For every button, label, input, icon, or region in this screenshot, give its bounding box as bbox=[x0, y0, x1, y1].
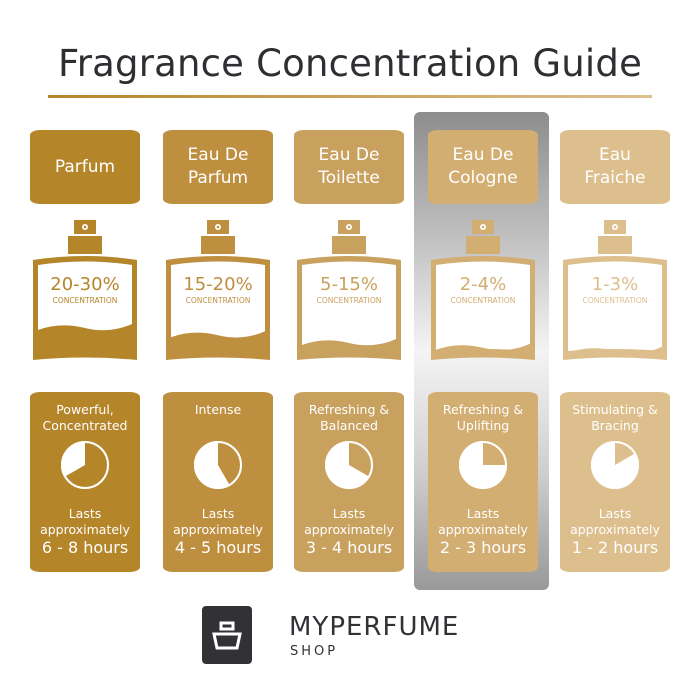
liquid-level bbox=[436, 343, 530, 351]
perfume-bottle-icon: 1-3% CONCENTRATION bbox=[563, 220, 667, 360]
brand-logo-icon bbox=[202, 606, 252, 664]
perfume-bottle-icon: 15-20% CONCENTRATION bbox=[166, 220, 270, 360]
lasts-line: Lasts bbox=[598, 506, 632, 521]
description-line: Refreshing & bbox=[308, 402, 390, 417]
duration-wedge bbox=[64, 441, 110, 489]
longevity-card: Intense Lasts approximately 4 - 5 hours bbox=[163, 392, 273, 572]
page-title: Fragrance Concentration Guide bbox=[57, 42, 643, 85]
lasts-line: approximately bbox=[570, 522, 660, 537]
concentration-percent: 15-20% bbox=[183, 274, 252, 295]
perfume-bottle-icon: 2-4% CONCENTRATION bbox=[431, 220, 535, 360]
type-name-line: Cologne bbox=[448, 168, 518, 188]
type-name-line: Eau De bbox=[318, 145, 380, 165]
liquid-level bbox=[302, 339, 396, 351]
longevity-card: Refreshing & Uplifting Lasts approximately… bbox=[428, 392, 538, 572]
liquid-level bbox=[568, 346, 662, 354]
clock-pie-icon bbox=[459, 441, 507, 489]
description-line: Bracing bbox=[591, 418, 639, 433]
description: Powerful, Concentrated bbox=[30, 402, 140, 434]
lasts-line: Lasts bbox=[466, 506, 500, 521]
type-name-line: Parfum bbox=[54, 156, 116, 177]
duration-hours: 3 - 4 hours bbox=[305, 538, 393, 557]
description-line: Uplifting bbox=[456, 418, 510, 433]
liquid-level bbox=[171, 331, 265, 351]
type-name-line: Eau bbox=[599, 145, 631, 165]
description: Stimulating & Bracing bbox=[560, 402, 670, 434]
type-header: Eau Fraiche bbox=[560, 130, 670, 204]
lasts-label: Lasts approximately bbox=[163, 506, 273, 538]
description-line: Balanced bbox=[320, 418, 378, 433]
perfume-bottle-icon: 5-15% CONCENTRATION bbox=[297, 220, 401, 360]
clock-pie-icon bbox=[325, 441, 373, 489]
duration-hours: 6 - 8 hours bbox=[41, 538, 129, 557]
type-header: Parfum bbox=[30, 130, 140, 204]
title-underline bbox=[48, 95, 652, 98]
liquid-level bbox=[38, 324, 132, 351]
description-line: Refreshing & bbox=[442, 402, 524, 417]
description-line: Stimulating & bbox=[572, 402, 658, 417]
lasts-line: Lasts bbox=[201, 506, 235, 521]
lasts-line: Lasts bbox=[332, 506, 366, 521]
brand-name: MYPERFUME bbox=[289, 612, 460, 642]
type-name-line: Eau De bbox=[452, 145, 514, 165]
longevity-card: Powerful, Concentrated Lasts approximately… bbox=[30, 392, 140, 572]
lasts-label: Lasts approximately bbox=[30, 506, 140, 538]
lasts-line: approximately bbox=[438, 522, 528, 537]
perfume-bottle-icon: 20-30% CONCENTRATION bbox=[33, 220, 137, 360]
lasts-line: approximately bbox=[40, 522, 130, 537]
clock-pie-icon bbox=[591, 441, 639, 489]
type-name-line: Fraiche bbox=[584, 168, 646, 188]
concentration-label: CONCENTRATION bbox=[451, 296, 516, 305]
description-line: Concentrated bbox=[42, 418, 128, 433]
duration-wedge bbox=[483, 441, 507, 465]
description: Refreshing & Uplifting bbox=[428, 402, 538, 434]
type-header: Eau De Toilette bbox=[294, 130, 404, 204]
type-name-line: Eau De bbox=[187, 145, 249, 165]
lasts-label: Lasts approximately bbox=[560, 506, 670, 538]
lasts-label: Lasts approximately bbox=[294, 506, 404, 538]
duration-hours: 2 - 3 hours bbox=[439, 538, 527, 557]
concentration-percent: 5-15% bbox=[320, 274, 378, 295]
concentration-label: CONCENTRATION bbox=[583, 296, 648, 305]
longevity-card: Refreshing & Balanced Lasts approximately … bbox=[294, 392, 404, 572]
concentration-percent: 20-30% bbox=[50, 274, 119, 295]
concentration-label: CONCENTRATION bbox=[53, 296, 118, 305]
lasts-label: Lasts approximately bbox=[428, 506, 538, 538]
duration-hours: 4 - 5 hours bbox=[174, 538, 262, 557]
lasts-line: approximately bbox=[173, 522, 263, 537]
longevity-card: Stimulating & Bracing Lasts approximately … bbox=[560, 392, 670, 572]
concentration-percent: 2-4% bbox=[460, 274, 507, 295]
type-name-line: Toilette bbox=[318, 168, 380, 188]
lasts-line: approximately bbox=[304, 522, 394, 537]
type-name-line: Parfum bbox=[187, 168, 249, 188]
type-header: Eau De Cologne bbox=[428, 130, 538, 204]
concentration-label: CONCENTRATION bbox=[186, 296, 251, 305]
clock-pie-icon bbox=[61, 441, 110, 489]
concentration-percent: 1-3% bbox=[592, 274, 639, 295]
description-line: Intense bbox=[194, 402, 242, 417]
type-header: Eau De Parfum bbox=[163, 130, 273, 204]
clock-pie-icon bbox=[194, 441, 242, 489]
description-line: Powerful, bbox=[56, 402, 114, 417]
description: Refreshing & Balanced bbox=[294, 402, 404, 434]
description: Intense bbox=[163, 402, 273, 418]
concentration-label: CONCENTRATION bbox=[317, 296, 382, 305]
brand-sub: SHOP bbox=[290, 644, 339, 659]
duration-hours: 1 - 2 hours bbox=[571, 538, 659, 557]
lasts-line: Lasts bbox=[68, 506, 102, 521]
